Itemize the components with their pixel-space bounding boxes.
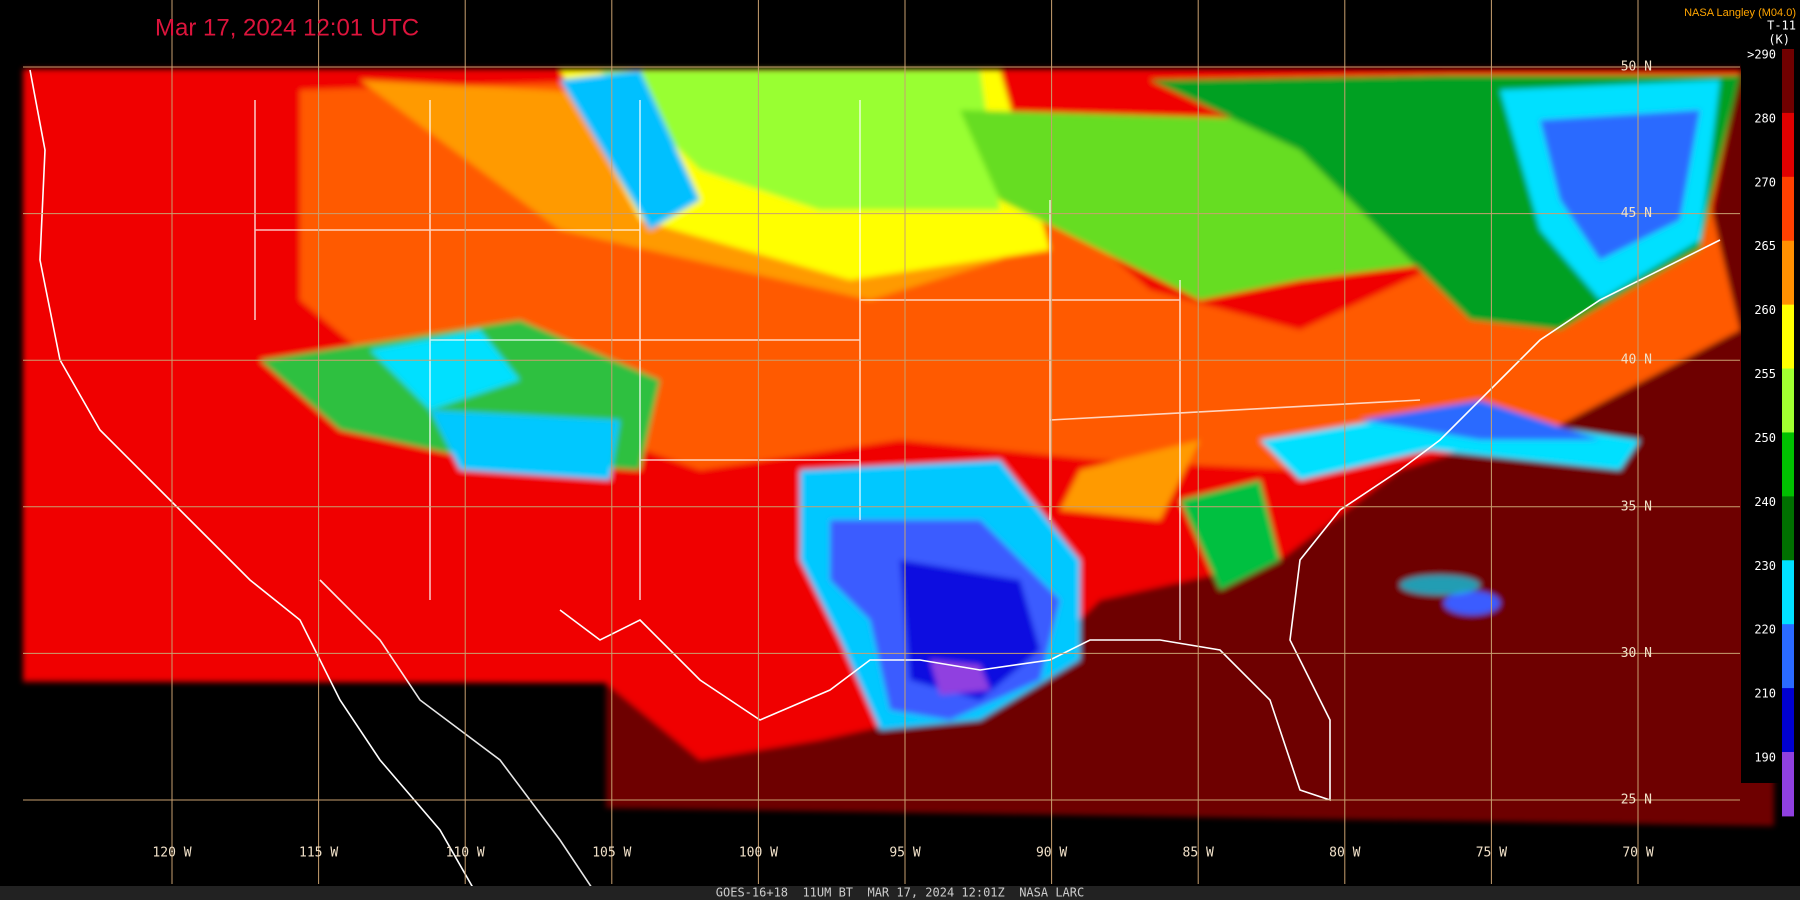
colorbar: >290 280 270 265 260 255 250 240 230 220 210 190 [1747, 48, 1794, 817]
colorbar-segment [1782, 49, 1794, 114]
colorbar-segment [1782, 368, 1794, 433]
footer: GOES-16+18 11UM BT MAR 17, 2024 12:01Z N… [716, 886, 1084, 900]
longitude-label: 75 W [1476, 846, 1507, 861]
colorbar-tick-label: 280 [1754, 111, 1776, 125]
colorbar-segment [1782, 560, 1794, 625]
map-shape [1180, 480, 1280, 590]
colorbar-tick-label: 240 [1754, 495, 1776, 509]
map-shape [1360, 400, 1600, 440]
map-shape [1060, 440, 1200, 520]
latitude-label: 30 N [1621, 646, 1652, 661]
colorbar-tick-label: 265 [1754, 239, 1776, 253]
credit: NASA Langley (M04.0) [1684, 7, 1796, 19]
longitude-label: 100 W [739, 846, 778, 861]
colorbar-tick-label: 260 [1754, 303, 1776, 317]
colorbar-segment [1782, 688, 1794, 753]
longitude-label: 70 W [1622, 846, 1653, 861]
colorbar-segment [1782, 432, 1794, 497]
map-shape [29, 69, 481, 900]
colorbar-segment [1782, 496, 1794, 561]
graticule: 50 N 45 N 40 N 35 N 30 N 25 N 120 W 115 W 110 W 1… [23, 0, 1740, 884]
longitude-label: 110 W [446, 846, 485, 861]
colorbar-unit: (K) [1768, 33, 1790, 47]
latitude-label: 50 N [1621, 60, 1652, 75]
map-shape [600, 70, 1000, 210]
boundaries [29, 69, 1721, 900]
colorbar-label: T-11 [1767, 19, 1796, 33]
map-shape [1540, 110, 1700, 260]
latitude-label: 45 N [1621, 206, 1652, 221]
longitude-label: 105 W [592, 846, 631, 861]
colorbar-tick-label: 230 [1754, 559, 1776, 573]
latitude-label: 35 N [1621, 499, 1652, 514]
colorbar-tick-label: 270 [1754, 175, 1776, 189]
colorbar-tick-label: >290 [1747, 48, 1776, 62]
longitude-label: 95 W [889, 846, 920, 861]
map-shape [559, 239, 1721, 802]
longitude-label: 120 W [152, 846, 191, 861]
colorbar-segment [1782, 624, 1794, 689]
longitude-label: 85 W [1183, 846, 1214, 861]
colorbar-segment [1782, 752, 1794, 817]
latitude-label: 25 N [1621, 793, 1652, 808]
map-shape [560, 70, 700, 230]
longitude-label: 80 W [1329, 846, 1360, 861]
colorbar-tick-label: 220 [1754, 623, 1776, 637]
imagery [23, 69, 1774, 826]
colorbar-tick-label: 250 [1754, 431, 1776, 445]
map-shape [1444, 591, 1500, 615]
colorbar-segment [1782, 304, 1794, 370]
longitude-label: 115 W [299, 846, 338, 861]
colorbar-segment [1782, 176, 1794, 242]
map-shape [319, 579, 601, 900]
colorbar-tick-label: 255 [1754, 367, 1776, 381]
map-shape [370, 330, 520, 410]
footer-bar [0, 886, 1800, 900]
colorbar-segment [1782, 240, 1794, 306]
map-shape [430, 410, 620, 480]
latitude-label: 40 N [1621, 353, 1652, 368]
colorbar-segment [1782, 112, 1794, 178]
longitude-label: 90 W [1036, 846, 1067, 861]
colorbar-tick-label: 190 [1754, 751, 1776, 765]
colorbar-tick-label: 210 [1754, 687, 1776, 701]
title: Mar 17, 2024 12:01 UTC [155, 14, 419, 41]
map-shape [1400, 575, 1480, 595]
